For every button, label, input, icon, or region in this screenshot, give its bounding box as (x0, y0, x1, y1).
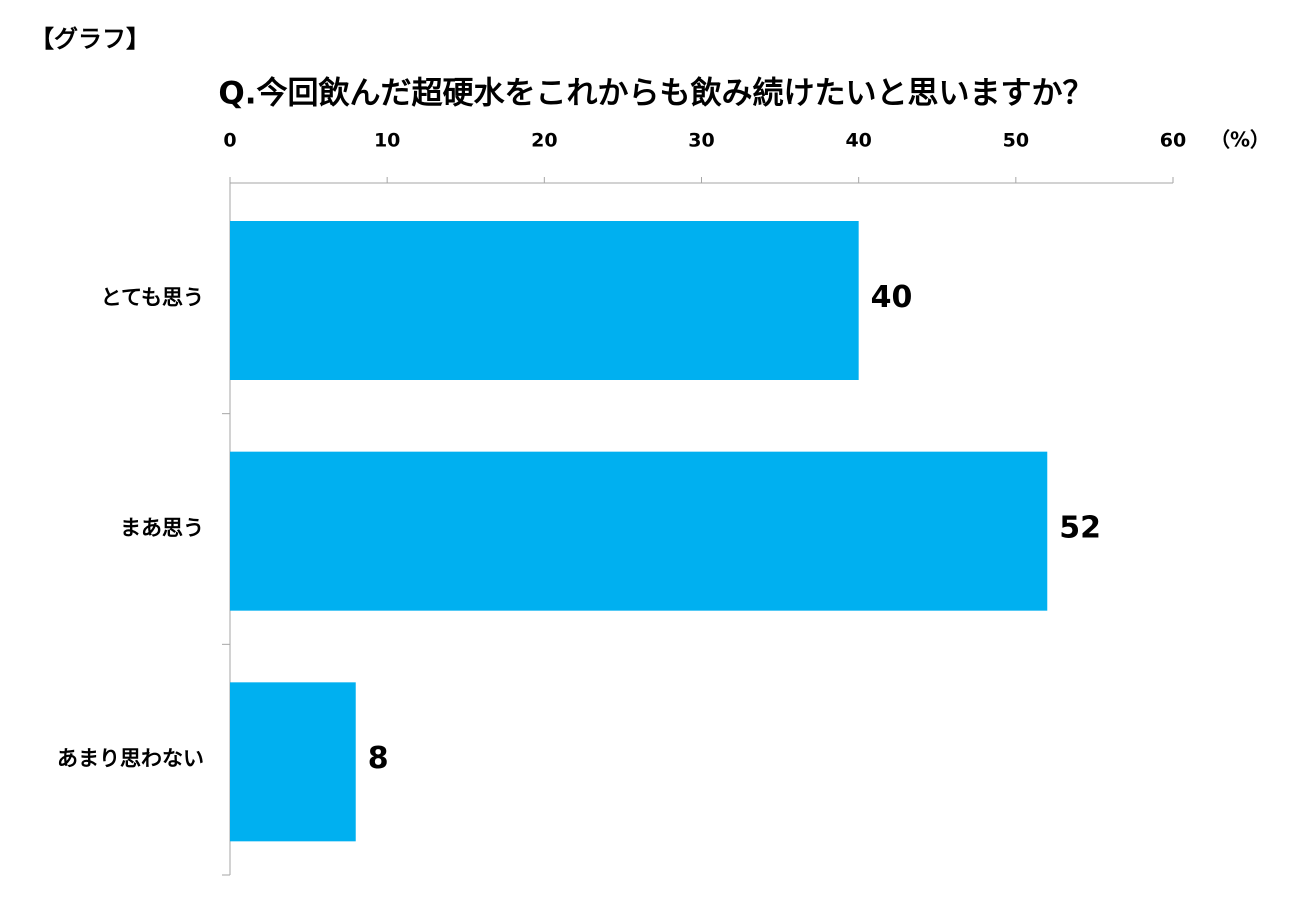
bar (230, 451, 1048, 611)
x-unit: （%） (1210, 128, 1270, 152)
value-label: 40 (871, 280, 913, 315)
x-tick-label: 30 (688, 130, 714, 152)
value-label: 52 (1059, 511, 1101, 546)
bar (230, 682, 356, 842)
x-tick-label: 10 (374, 130, 400, 152)
bar (230, 221, 859, 380)
y-tick-label: あまり思わない (57, 747, 204, 771)
y-tick-label: まあ思う (120, 516, 204, 540)
x-tick-label: 20 (531, 130, 557, 152)
x-tick-label: 40 (845, 130, 871, 152)
chart-title: Q.今回飲んだ超硬水をこれからも飲み続けたいと思いますか？ (218, 76, 1093, 112)
x-tick-label: 50 (1003, 130, 1029, 152)
y-tick-label: とても思う (101, 285, 204, 309)
x-tick-label: 60 (1160, 130, 1186, 152)
value-label: 8 (368, 741, 389, 776)
chart-label: 【グラフ】 (30, 25, 150, 53)
x-tick-label: 0 (223, 130, 236, 152)
